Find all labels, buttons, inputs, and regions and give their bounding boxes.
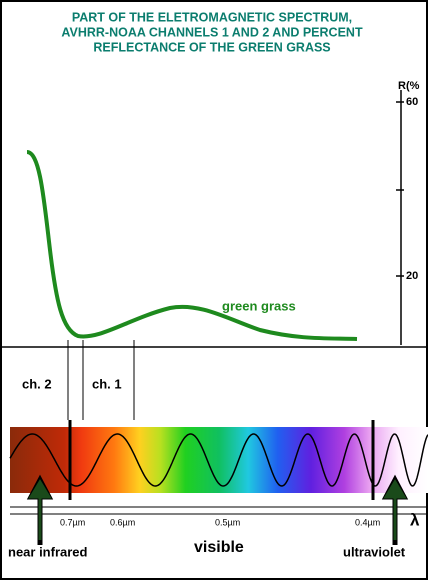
arrow-inner <box>383 479 407 540</box>
tick-label: 60 <box>406 96 418 108</box>
tick-label: 20 <box>406 270 418 282</box>
curve-label: green grass <box>222 298 296 313</box>
arrow-inner <box>28 479 52 540</box>
title-line: REFLECTANCE OF THE GREEN GRASS <box>93 40 330 54</box>
title-line: PART OF THE ELETROMAGNETIC SPECTRUM, <box>72 10 352 24</box>
wave <box>9 433 428 487</box>
reflectance-curve <box>26 150 358 341</box>
channel-label: ch. 2 <box>22 376 52 391</box>
axis-label: R(% <box>398 80 420 92</box>
region-label: ultraviolet <box>343 544 406 559</box>
wavelength-label: 0.6µm <box>110 517 135 527</box>
wavelength-label: 0.4µm <box>355 517 380 527</box>
region-label: near infrared <box>8 544 88 559</box>
title-line: AVHRR-NOAA CHANNELS 1 AND 2 AND PERCENT <box>61 25 363 39</box>
wavelength-label: 0.5µm <box>215 517 240 527</box>
wavelength-label: 0.7µm <box>60 517 85 527</box>
channel-label: ch. 1 <box>92 376 122 391</box>
region-label: visible <box>194 539 244 556</box>
lambda: λ <box>410 510 420 529</box>
